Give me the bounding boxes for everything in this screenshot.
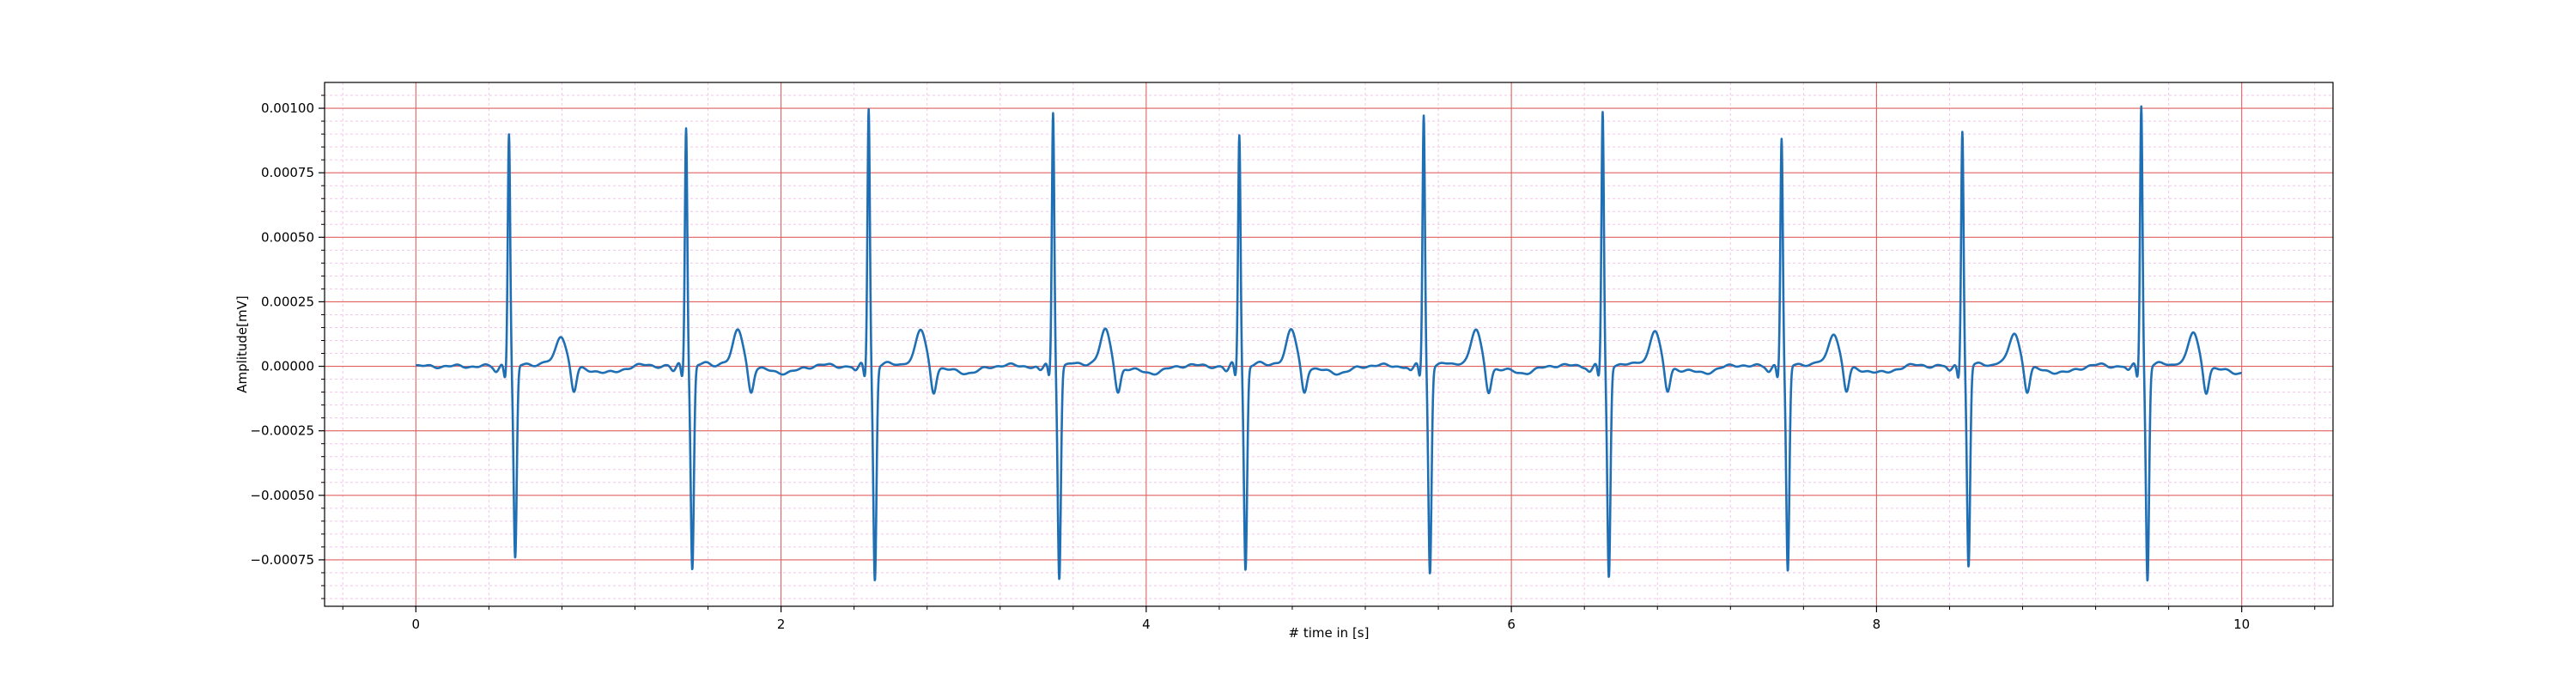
x-tick-label: 10: [2233, 617, 2250, 632]
x-tick-label: 2: [777, 617, 786, 632]
major-grid: [325, 82, 2333, 606]
y-tick-label: −0.00050: [250, 488, 314, 503]
y-tick-label: −0.00025: [250, 423, 314, 439]
y-axis-label: Amplitude[mV]: [234, 295, 250, 392]
x-axis: 0 2 4 6 8 10: [342, 606, 2316, 632]
ecg-trace: [415, 105, 2243, 582]
y-tick-label: 0.00025: [261, 294, 314, 309]
x-tick-label: 8: [1873, 617, 1881, 632]
x-tick-label: 0: [412, 617, 421, 632]
y-tick-label: 0.00075: [261, 165, 314, 180]
x-axis-label: # time in [s]: [1289, 625, 1370, 641]
y-tick-label: 0.00050: [261, 229, 314, 245]
y-tick-label: 0.00000: [261, 359, 314, 374]
x-tick-label: 4: [1142, 617, 1151, 632]
x-tick-label: 6: [1507, 617, 1516, 632]
plot-frame: [324, 82, 2334, 607]
y-tick-label: −0.00075: [250, 552, 314, 568]
minor-grid: [325, 82, 2333, 606]
y-axis: 0.00100 0.00075 0.00050 0.00025 0.00000 −0.00…: [250, 94, 325, 599]
y-tick-label: 0.00100: [261, 100, 314, 116]
